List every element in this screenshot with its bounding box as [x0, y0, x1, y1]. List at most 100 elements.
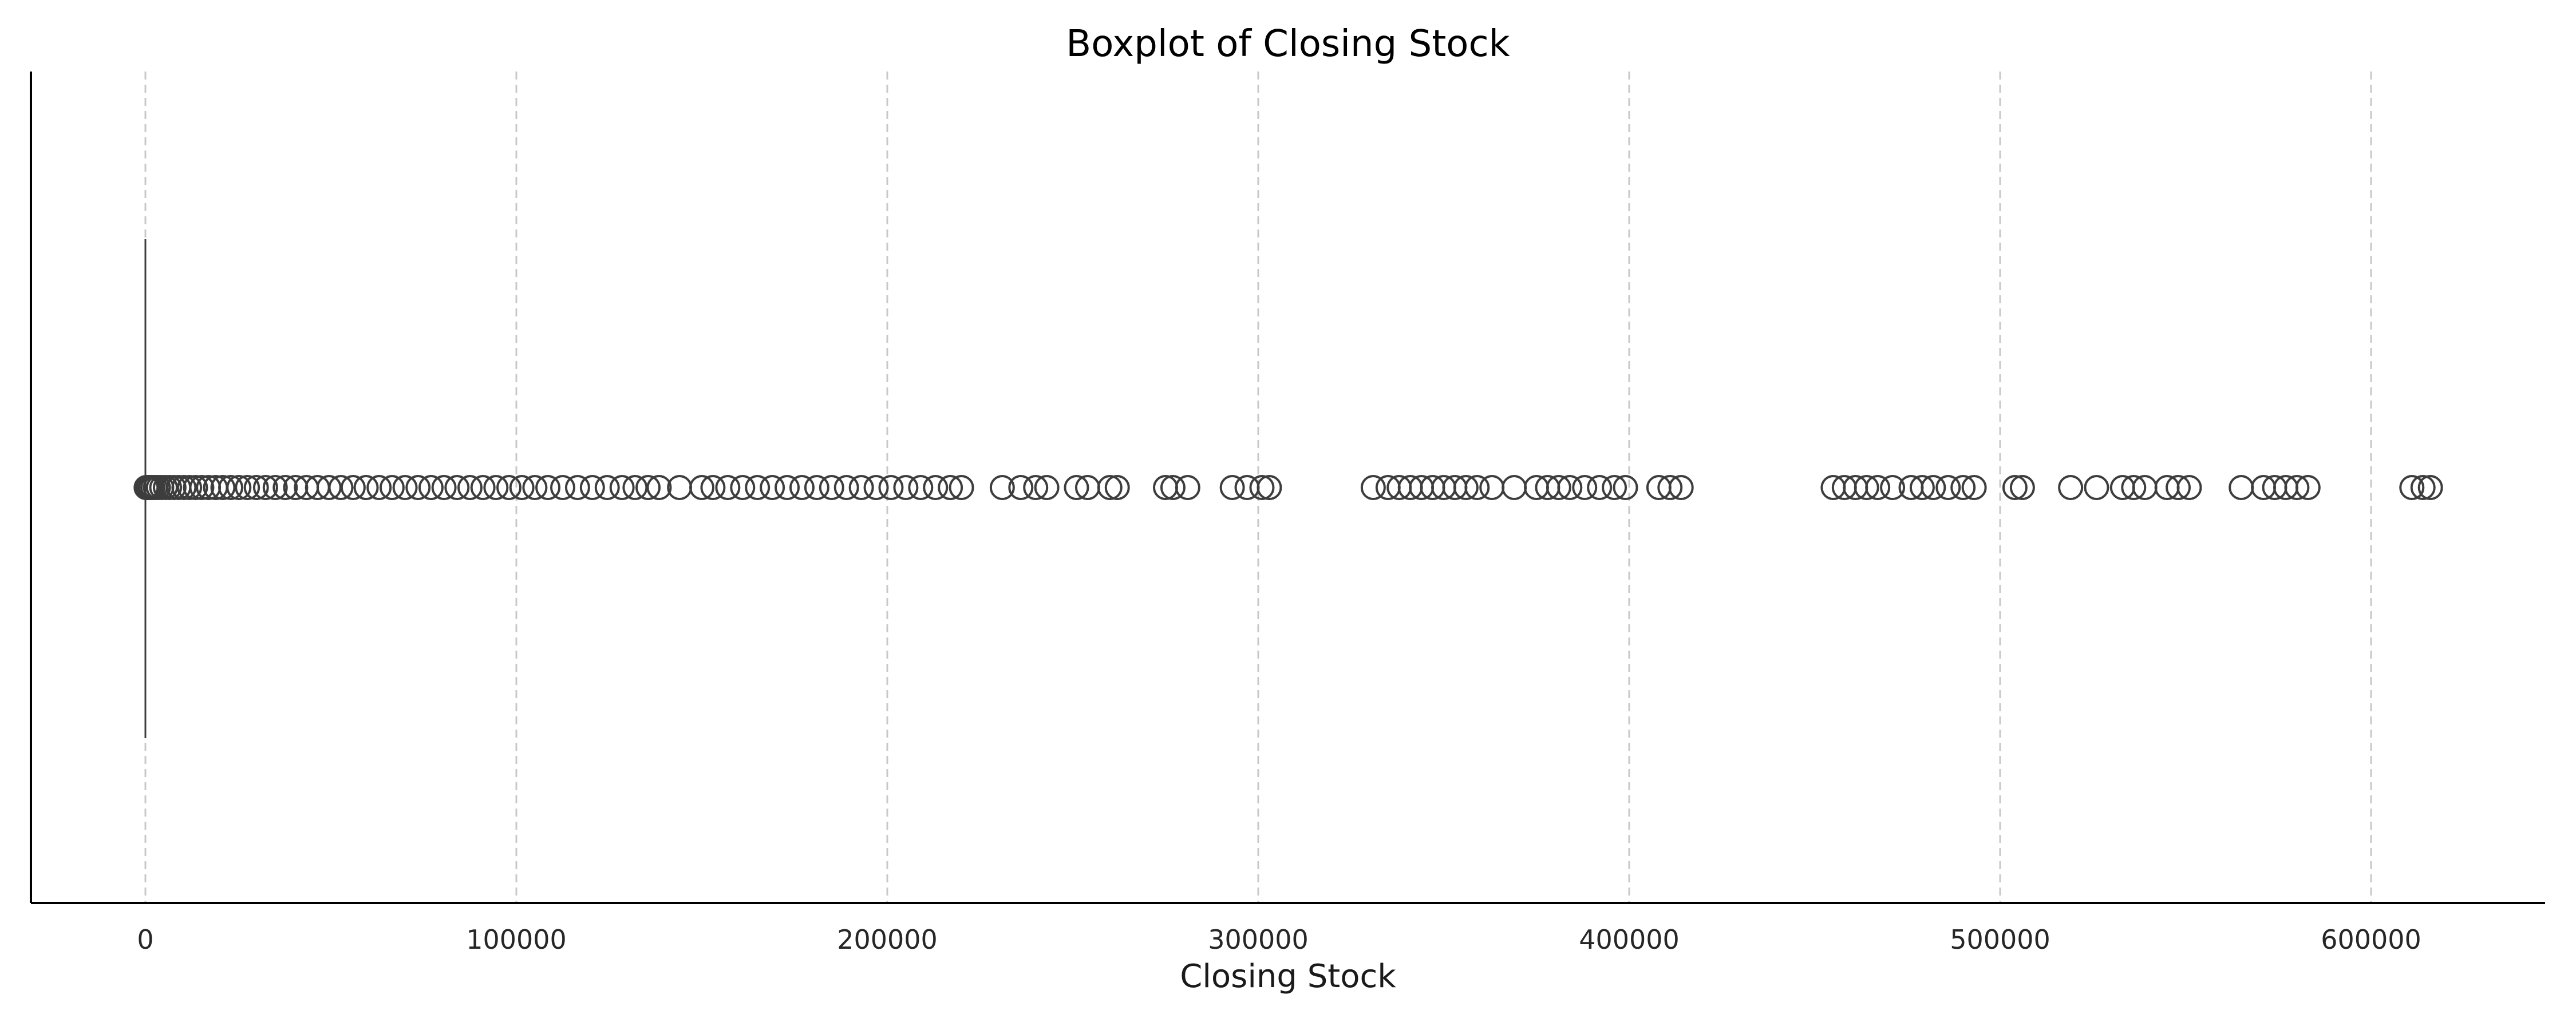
outlier-point — [2166, 475, 2191, 500]
outlier-point — [789, 475, 815, 500]
outlier-point — [923, 475, 949, 500]
outlier-point — [392, 475, 418, 500]
outlier-point — [1613, 475, 1638, 500]
x-tick-label: 200000 — [837, 924, 938, 955]
outlier-point — [2417, 475, 2443, 500]
x-tick-label: 0 — [137, 924, 153, 955]
outlier-point — [235, 475, 260, 500]
outlier-point — [2284, 475, 2310, 500]
outlier-point — [177, 475, 203, 500]
outlier-point — [470, 475, 496, 500]
x-tick-label: 100000 — [466, 924, 567, 955]
outlier-point — [1219, 475, 1245, 500]
outlier-point — [262, 475, 288, 500]
outlier-point — [483, 475, 509, 500]
outlier-point — [2399, 475, 2425, 500]
x-tick-label: 300000 — [1208, 924, 1309, 955]
outlier-point — [1008, 475, 1034, 500]
outlier-point — [908, 475, 934, 500]
outlier-point — [379, 475, 405, 500]
outlier-point — [1104, 475, 1130, 500]
outlier-point — [1034, 475, 1060, 500]
x-tick-label: 400000 — [1579, 924, 1680, 955]
outlier-point — [2002, 475, 2028, 500]
box-body — [144, 360, 147, 612]
outlier-point — [1865, 475, 1891, 500]
outlier-point — [833, 475, 859, 500]
outlier-point — [1587, 475, 1613, 500]
outlier-point — [340, 475, 366, 500]
outlier-point — [1921, 475, 1946, 500]
outlier-point — [1064, 475, 1089, 500]
outlier-point — [878, 475, 904, 500]
outlier-point — [730, 475, 756, 500]
outlier-point — [444, 475, 470, 500]
outlier-point — [1602, 475, 1627, 500]
outlier-point — [715, 475, 741, 500]
outlier-point — [949, 475, 974, 500]
outlier-point — [496, 475, 522, 500]
chart-title: Boxplot of Closing Stock — [1066, 23, 1510, 65]
outlier-point — [1479, 475, 1505, 500]
outlier-point — [210, 475, 236, 500]
outlier-point — [1257, 475, 1282, 500]
outlier-point — [938, 475, 963, 500]
outlier-point — [2009, 475, 2035, 500]
outlier-point — [1502, 475, 1527, 500]
outlier-point — [171, 475, 197, 500]
outlier-point — [989, 475, 1015, 500]
outlier-point — [1453, 475, 1479, 500]
outlier-point — [366, 475, 392, 500]
outlier-point — [863, 475, 889, 500]
outlier-point — [189, 475, 215, 500]
outlier-point — [218, 475, 244, 500]
outlier-point — [1961, 475, 1987, 500]
outlier-point — [431, 475, 457, 500]
outlier-point — [819, 475, 844, 500]
outlier-point — [2058, 475, 2084, 500]
outlier-point — [1950, 475, 1976, 500]
outlier-point — [1546, 475, 1571, 500]
outlier-point — [509, 475, 535, 500]
outlier-point — [1249, 475, 1275, 500]
outlier-point — [775, 475, 800, 500]
outlier-point — [564, 475, 590, 500]
outlier-point — [646, 475, 672, 500]
outlier-point — [1175, 475, 1200, 500]
outlier-point — [1160, 475, 1186, 500]
outlier-point — [1360, 475, 1386, 500]
outlier-point — [1909, 475, 1935, 500]
x-tick-label: 500000 — [1950, 924, 2050, 955]
outlier-point — [457, 475, 483, 500]
outlier-point — [1854, 475, 1879, 500]
outlier-point — [609, 475, 635, 500]
outlier-point — [804, 475, 829, 500]
outlier-point — [1668, 475, 1694, 500]
outlier-point — [328, 475, 354, 500]
outlier-point — [1097, 475, 1123, 500]
outlier-point — [848, 475, 874, 500]
outlier-point — [700, 475, 726, 500]
outlier-point — [2121, 475, 2147, 500]
outlier-point — [252, 475, 278, 500]
x-axis-ticks: 0 100000 200000 300000 400000 500000 600000 — [137, 924, 2421, 955]
outlier-point — [745, 475, 771, 500]
outlier-point — [405, 475, 431, 500]
outlier-point — [689, 475, 714, 500]
outlier-point — [316, 475, 342, 500]
outlier-point — [893, 475, 919, 500]
outlier-point — [550, 475, 575, 500]
outlier-point — [622, 475, 648, 500]
outlier-point — [272, 475, 298, 500]
outlier-point — [1572, 475, 1598, 500]
outlier-point — [635, 475, 661, 500]
x-tick-label: 600000 — [2321, 924, 2421, 955]
outlier-point — [2410, 475, 2436, 500]
x-axis-label: Closing Stock — [1180, 958, 1396, 995]
outlier-point — [594, 475, 620, 500]
outlier-point — [2229, 475, 2254, 500]
outlier-point — [1023, 475, 1049, 500]
outlier-point — [353, 475, 379, 500]
outlier-point — [2084, 475, 2109, 500]
